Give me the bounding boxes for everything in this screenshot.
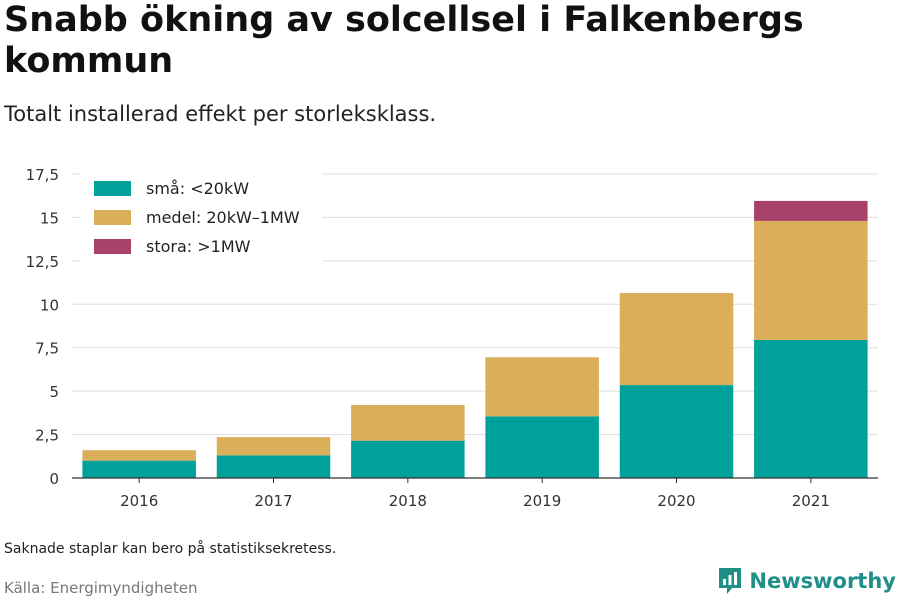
bar-segment	[754, 220, 868, 340]
bar-segment	[485, 357, 599, 417]
bar-segment	[485, 416, 599, 478]
footnote: Saknade staplar kan bero på statistiksek…	[4, 541, 337, 557]
x-tick-label: 2019	[523, 492, 561, 510]
legend-label: små: <20kW	[146, 179, 249, 198]
legend-swatch	[94, 181, 131, 196]
brand-logo: Newsworthy	[717, 566, 896, 596]
x-tick-label: 2021	[792, 492, 830, 510]
stacked-bar-chart: 0 2,5 5 7,5 10 12,5 15 17,5 2016 2017 2018 2019 202…	[26, 166, 878, 510]
bar-segment	[754, 200, 868, 221]
y-tick-label: 2,5	[35, 427, 59, 445]
legend-label: medel: 20kW–1MW	[146, 208, 300, 227]
legend-swatch	[94, 210, 131, 225]
y-tick-label: 15	[40, 209, 59, 227]
y-tick-label: 0	[49, 470, 59, 488]
source-credit: Källa: Energimyndigheten	[4, 579, 198, 597]
bar-segment	[619, 385, 734, 478]
legend-label: stora: >1MW	[146, 237, 251, 256]
newsworthy-logo-icon	[719, 568, 742, 594]
bar-segment	[351, 405, 465, 441]
y-axis: 0 2,5 5 7,5 10 12,5 15 17,5	[26, 166, 59, 488]
bars	[82, 200, 868, 478]
legend: små: <20kW medel: 20kW–1MW stora: >1MW	[80, 170, 322, 264]
bar-segment	[216, 437, 331, 456]
x-tick-label: 2020	[657, 492, 695, 510]
bar-segment	[216, 455, 331, 478]
x-axis: 2016 2017 2018 2019 2020 2021	[72, 477, 878, 510]
chart-title: Snabb ökning av solcellsel i Falkenbergs…	[4, 0, 804, 81]
y-tick-label: 17,5	[26, 166, 59, 184]
chart-subtitle: Totalt installerad effekt per storlekskl…	[4, 102, 437, 126]
y-tick-label: 10	[40, 296, 59, 314]
y-tick-label: 7,5	[35, 340, 59, 358]
bar-segment	[82, 460, 196, 478]
legend-swatch	[94, 239, 131, 254]
y-tick-label: 5	[49, 383, 59, 401]
y-tick-label: 12,5	[26, 253, 59, 271]
brand-name: Newsworthy	[749, 569, 896, 593]
bar-segment	[754, 339, 868, 478]
bar-segment	[351, 440, 465, 478]
x-tick-label: 2017	[254, 492, 292, 510]
x-tick-label: 2018	[389, 492, 427, 510]
bar-segment	[619, 292, 734, 386]
x-tick-label: 2016	[120, 492, 158, 510]
bar-segment	[82, 450, 196, 461]
